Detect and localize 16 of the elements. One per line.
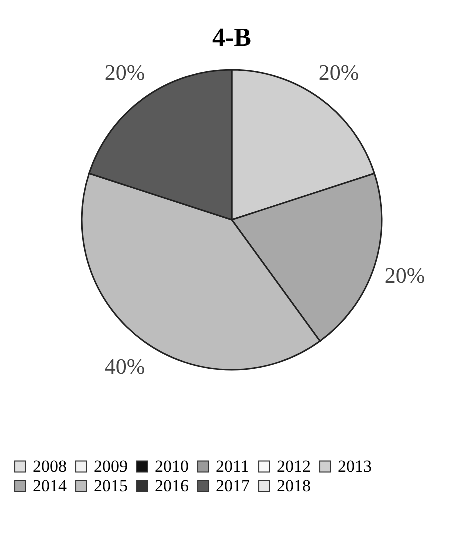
legend-label: 2009 [94,456,128,476]
legend-label: 2013 [338,456,372,476]
chart-title: 4-B [212,23,252,52]
legend-label: 2018 [277,476,311,496]
data-label: 20% [318,60,360,85]
legend-label: 2016 [155,476,189,496]
legend-label: 2008 [33,456,67,476]
legend-label: 2015 [94,476,128,496]
data-label: 40% [104,354,146,380]
legend-label: 2011 [216,456,250,476]
legend-label: 2014 [33,476,68,496]
data-label: 20% [104,60,146,85]
legend-label: 2017 [216,476,250,496]
data-label: 20% [384,263,426,288]
legend-label: 2010 [155,456,189,476]
legend-label: 2012 [277,456,311,476]
